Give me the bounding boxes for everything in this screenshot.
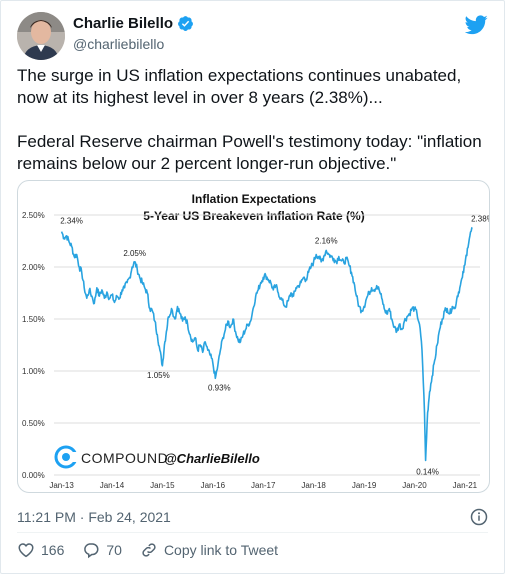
data-label: 0.93% (208, 383, 231, 392)
x-tick-label: Jan-14 (100, 481, 125, 490)
avatar[interactable] (17, 12, 65, 60)
like-button[interactable]: 166 (17, 541, 64, 559)
data-label: 2.16% (315, 236, 338, 245)
tweet-actions: 166 70 Copy link to Tweet (17, 541, 296, 559)
tweet-timestamp[interactable]: 11:21 PM · Feb 24, 2021 (17, 509, 171, 525)
reply-button[interactable]: 70 (82, 541, 122, 559)
tweet-media-chart[interactable]: Inflation Expectations 5-Year US Breakev… (17, 180, 490, 493)
watermark-brand: COMPOUND (81, 450, 168, 466)
x-tick-label: Jan-16 (201, 481, 226, 490)
x-tick-label: Jan-17 (251, 481, 276, 490)
twitter-bird-icon[interactable] (465, 15, 488, 35)
data-label: 2.38% (471, 214, 489, 223)
x-tick-label: Jan-18 (301, 481, 326, 490)
y-tick-label: 0.50% (22, 419, 45, 428)
copy-link-button[interactable]: Copy link to Tweet (140, 541, 278, 559)
x-tick-label: Jan-21 (453, 481, 478, 490)
x-tick-label: Jan-19 (352, 481, 377, 490)
author-name[interactable]: Charlie Bilello (73, 15, 174, 32)
chart-title: Inflation Expectations (192, 192, 317, 206)
reply-icon (84, 543, 99, 559)
verified-badge-icon (178, 16, 193, 31)
copy-link-label: Copy link to Tweet (163, 542, 279, 558)
x-tick-label: Jan-20 (402, 481, 427, 490)
data-label: 2.34% (60, 217, 83, 226)
compound-logo-icon (54, 445, 78, 469)
tweet-paragraph: Federal Reserve chairman Powell's testim… (17, 132, 482, 173)
info-icon[interactable] (470, 508, 488, 526)
data-label: 2.05% (123, 249, 146, 258)
data-label: 0.14% (416, 467, 439, 476)
link-icon (142, 543, 156, 557)
y-tick-label: 2.00% (22, 263, 45, 272)
inflation-chart: Inflation Expectations 5-Year US Breakev… (22, 192, 489, 490)
watermark-handle: @CharlieBilello (164, 451, 260, 466)
y-tick-label: 0.00% (22, 471, 45, 480)
reply-count: 70 (106, 542, 122, 558)
heart-icon (18, 543, 34, 558)
y-tick-label: 1.00% (22, 367, 45, 376)
avatar-photo (17, 12, 65, 60)
x-tick-label: Jan-15 (150, 481, 175, 490)
x-tick-label: Jan-13 (49, 481, 74, 490)
y-tick-label: 2.50% (22, 211, 45, 220)
divider (17, 532, 488, 533)
data-label: 1.05% (147, 371, 170, 380)
series-line (60, 226, 473, 462)
tweet-paragraph: The surge in US inflation expectations c… (17, 66, 462, 107)
tweet-body: The surge in US inflation expectations c… (17, 65, 487, 175)
y-tick-label: 1.50% (22, 315, 45, 324)
compound-watermark: COMPOUND @CharlieBilello (54, 445, 260, 469)
like-count: 166 (41, 542, 65, 558)
chart-subtitle: 5-Year US Breakeven Inflation Rate (%) (143, 209, 364, 223)
author-handle[interactable]: @charliebilello (73, 36, 165, 52)
